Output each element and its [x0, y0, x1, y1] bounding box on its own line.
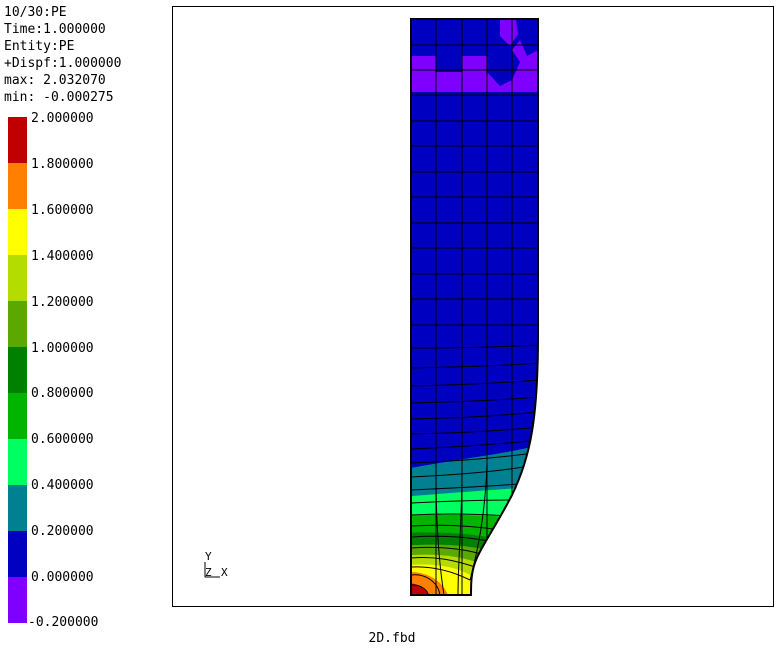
legend-label: 0.600000: [31, 432, 94, 447]
file-name: 2D.fbd: [368, 631, 416, 646]
legend-swatch: [8, 301, 27, 347]
axis-triad: Y Z X: [204, 550, 228, 579]
legend-label: 1.200000: [31, 295, 94, 310]
info-time: Time:1.000000: [4, 22, 106, 37]
legend-swatch: [8, 117, 27, 163]
legend-swatch: [8, 531, 27, 577]
info-max: max: 2.032070: [4, 73, 106, 88]
legend-label: 1.800000: [31, 157, 94, 172]
band-0-0-patch: [436, 56, 462, 72]
contour-bands: [411, 19, 538, 595]
legend-swatch: [8, 393, 27, 439]
mesh-grid: [411, 19, 538, 595]
axis-x-label: X: [221, 566, 228, 579]
legend-swatch: [8, 255, 27, 301]
info-entity: Entity:PE: [4, 39, 75, 54]
legend-swatch: [8, 163, 27, 209]
mesh-horizontal-lines-top: [411, 44, 538, 326]
mesh-corner-arcs: [411, 574, 441, 595]
legend-label: 1.000000: [31, 341, 94, 356]
legend-label: 0.000000: [31, 570, 94, 585]
mesh-horizontal-lines-bottom: [411, 344, 538, 581]
axis-y-label: Y: [205, 550, 212, 563]
legend-label: -0.200000: [28, 615, 99, 630]
legend-swatch: [8, 209, 27, 255]
info-min: min: -0.000275: [4, 90, 114, 105]
info-step: 10/30:PE: [4, 5, 67, 20]
legend-label: 2.000000: [31, 111, 94, 126]
file-caption: 2D.fbd: [0, 631, 784, 646]
legend-swatch: [8, 485, 27, 531]
info-dispf: +Dispf:1.000000: [4, 56, 122, 71]
legend-label: 1.600000: [31, 203, 94, 218]
legend-label: 1.400000: [31, 249, 94, 264]
legend-label: 0.200000: [31, 524, 94, 539]
mesh-vertical-lines: [435, 19, 513, 595]
band-negative-corner: [500, 19, 518, 46]
mesh-outline: [410, 18, 539, 596]
axis-z-label: Z: [205, 566, 212, 579]
legend-swatch: [8, 347, 27, 393]
legend-label: 0.800000: [31, 386, 94, 401]
color-legend: [8, 117, 27, 623]
band-1.8-2.0: [411, 582, 432, 595]
legend-swatch: [8, 577, 27, 623]
legend-label: 0.400000: [31, 478, 94, 493]
legend-swatch: [8, 439, 27, 485]
result-info: 10/30:PE Time:1.000000 Entity:PE +Dispf:…: [4, 4, 121, 106]
graphics-viewport[interactable]: [172, 6, 774, 607]
